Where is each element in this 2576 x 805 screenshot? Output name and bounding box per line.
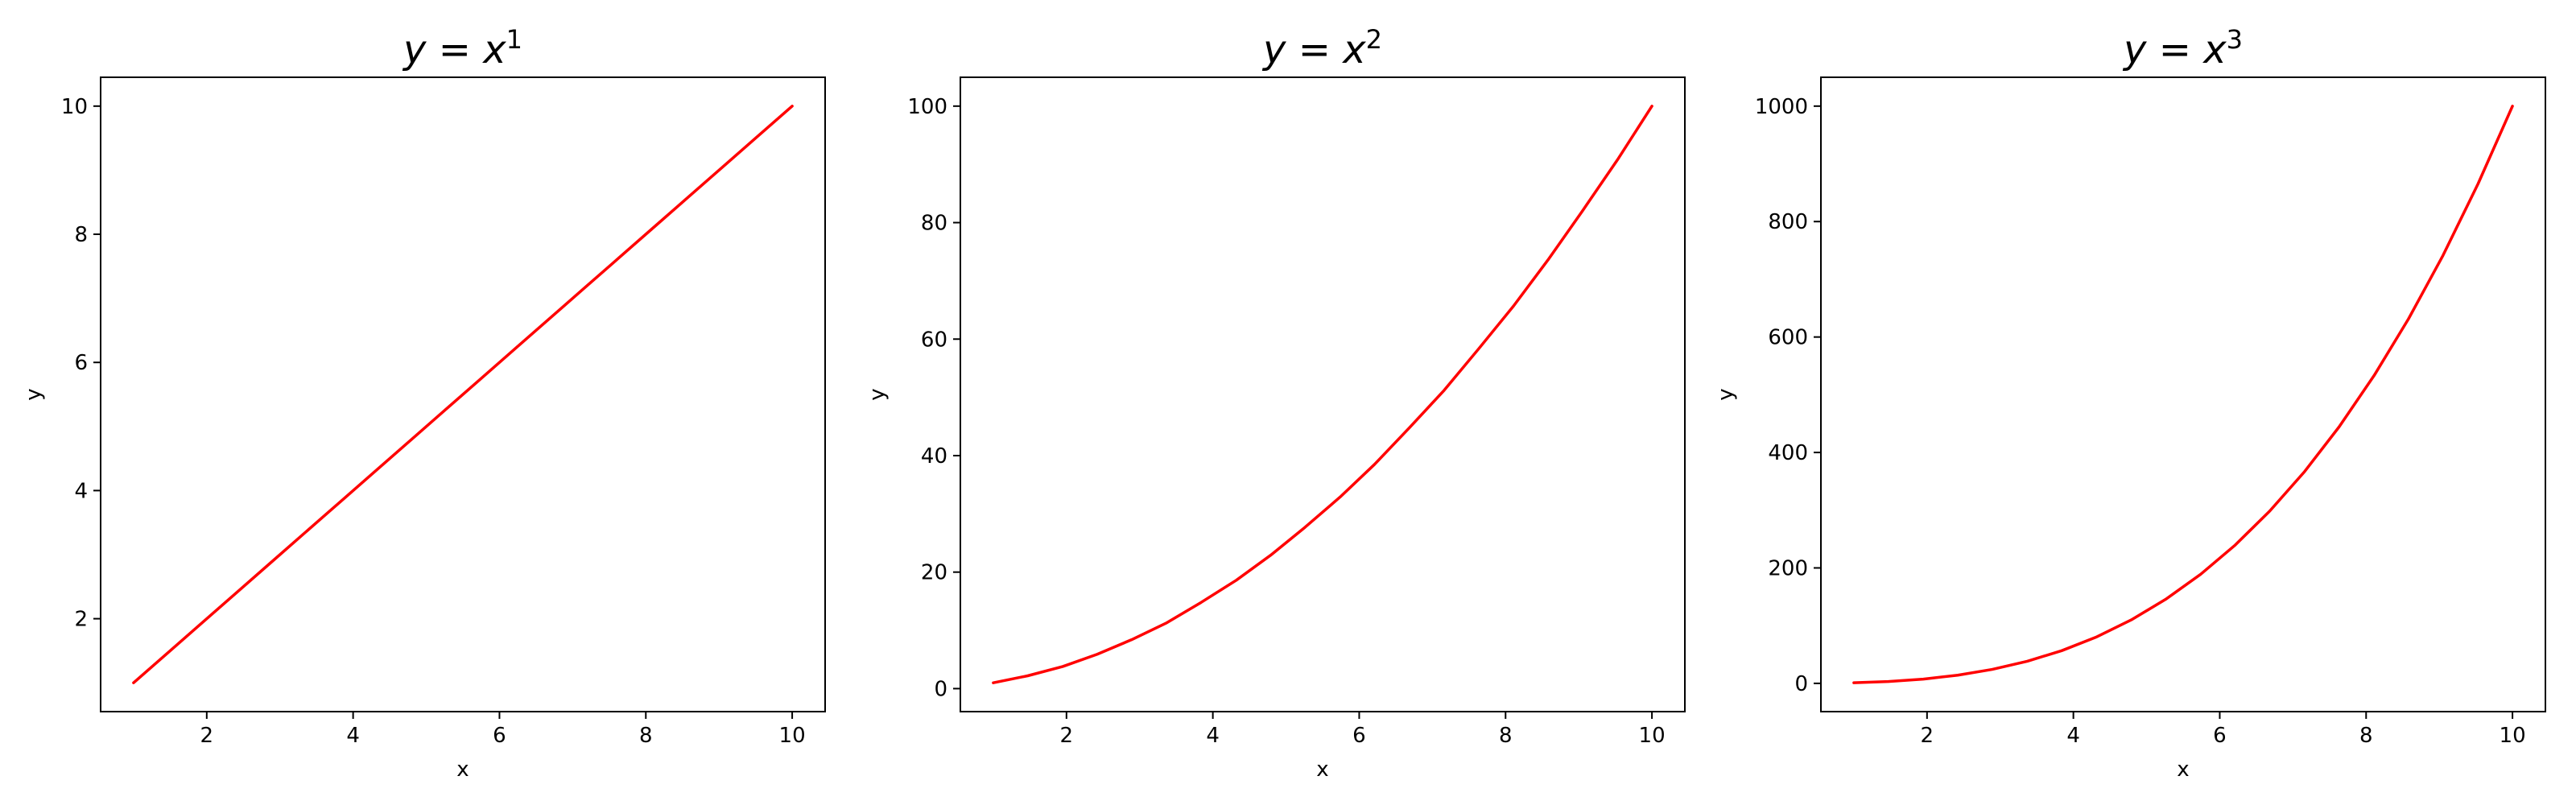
y-tick-label: 8: [74, 223, 88, 247]
chart-title: y = x3: [2122, 24, 2243, 72]
x-tick-label: 10: [779, 724, 806, 748]
y-tick-label: 400: [1768, 441, 1808, 465]
x-axis-label: x: [2177, 758, 2189, 782]
x-tick-label: 8: [639, 724, 653, 748]
series-line-1: [132, 105, 794, 684]
y-axis-label: y: [1714, 388, 1738, 400]
chart-title-exponent: 3: [2227, 24, 2243, 55]
chart-title-exponent: 2: [1366, 24, 1382, 55]
x-tick-label: 10: [1639, 724, 1666, 748]
chart-title-base: y = x: [2122, 27, 2227, 72]
series-line-1: [992, 105, 1653, 684]
y-tick-label: 4: [74, 479, 88, 503]
x-tick-label: 8: [2359, 724, 2373, 748]
chart-title-base: y = x: [1261, 27, 1366, 72]
x-tick-label: 2: [1921, 724, 1934, 748]
x-tick-label: 6: [2213, 724, 2227, 748]
y-tick-label: 100: [907, 95, 947, 119]
series-line-1: [1852, 105, 2514, 684]
x-axis-label: x: [456, 758, 469, 782]
chart-title: y = x1: [402, 24, 522, 72]
y-tick-label: 800: [1768, 210, 1808, 234]
y-tick-label: 6: [74, 351, 88, 375]
plot-frame: [100, 76, 826, 712]
chart-title-exponent: 1: [506, 24, 522, 55]
chart-title: y = x2: [1261, 24, 1382, 72]
x-tick-label: 2: [200, 724, 214, 748]
y-tick-label: 40: [921, 444, 947, 469]
x-axis-label: x: [1316, 758, 1328, 782]
y-tick-label: 200: [1768, 556, 1808, 580]
x-tick-label: 4: [1206, 724, 1220, 748]
chart-title-base: y = x: [402, 27, 506, 72]
chart-panel-3: 2 4 6 8 10 0 200 400 600 800 1000 x y y = x3: [1714, 24, 2546, 782]
chart-panel-1: 2 4 6 8 10 2 4 6 8 10 x y y = x1: [22, 24, 826, 782]
x-tick-label: 8: [1499, 724, 1513, 748]
x-tick-label: 6: [1352, 724, 1366, 748]
y-tick-label: 80: [921, 212, 947, 236]
y-tick-label: 60: [921, 328, 947, 352]
plot-frame: [1820, 76, 2546, 712]
plot-frame: [960, 76, 1686, 712]
y-tick-label: 0: [934, 677, 947, 701]
y-tick-label: 1000: [1755, 95, 1808, 119]
y-tick-label: 10: [61, 95, 88, 119]
y-tick-label: 600: [1768, 326, 1808, 350]
y-axis-label: y: [22, 388, 46, 400]
x-tick-label: 4: [346, 724, 360, 748]
x-tick-label: 2: [1060, 724, 1074, 748]
x-tick-label: 6: [493, 724, 506, 748]
y-axis-label: y: [865, 388, 890, 400]
y-tick-label: 0: [1794, 672, 1808, 696]
x-tick-label: 10: [2500, 724, 2526, 748]
y-tick-label: 2: [74, 608, 88, 632]
y-tick-label: 20: [921, 561, 947, 585]
x-tick-label: 4: [2066, 724, 2080, 748]
